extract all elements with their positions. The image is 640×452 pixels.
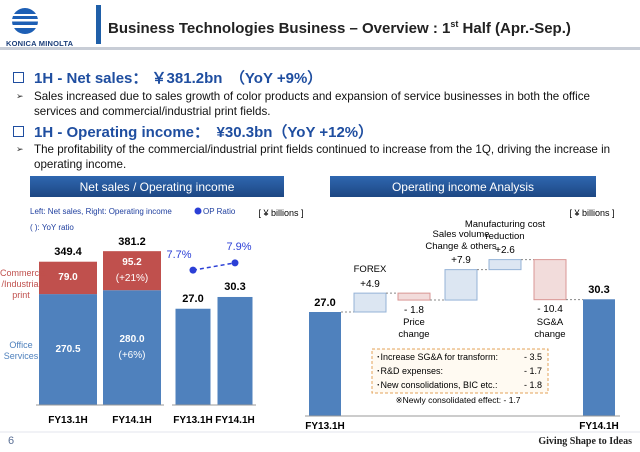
breakdown-label: ･New consolidations, BIC etc.: bbox=[376, 379, 498, 390]
series-label: Commercial /Industrial print bbox=[0, 268, 49, 301]
breakdown-value: - 3.5 bbox=[523, 351, 542, 362]
bullet-square bbox=[13, 72, 24, 83]
bar-segment bbox=[103, 251, 161, 291]
waterfall-step bbox=[488, 259, 522, 271]
logo-text: KONICA MINOLTA bbox=[6, 39, 74, 48]
bullet-square bbox=[13, 126, 24, 137]
step-label: Price change bbox=[398, 317, 430, 341]
title-text: Business Technologies Business – Overvie… bbox=[108, 20, 451, 37]
page-number: 6 bbox=[8, 435, 15, 447]
data-label: 95.2 bbox=[122, 257, 142, 269]
data-label: 30.3 bbox=[588, 283, 610, 296]
x-tick-label: FY13.1H bbox=[305, 420, 345, 432]
bullet-text: Sales increased due to sales growth of c… bbox=[34, 90, 590, 118]
legend-label: OP Ratio bbox=[203, 206, 236, 216]
ratio-label: 7.7% bbox=[166, 248, 192, 261]
ratio-line bbox=[192, 262, 236, 271]
unit-label: [ ¥ billions ] bbox=[258, 207, 304, 218]
x-tick-label: FY13.1H bbox=[48, 414, 88, 426]
step-label: SG&A change bbox=[534, 316, 566, 340]
x-tick-label: FY14.1H bbox=[579, 420, 619, 432]
yoy-label: (+21%) bbox=[115, 273, 149, 285]
bar bbox=[583, 299, 615, 416]
title-accent bbox=[96, 5, 101, 44]
legend-text: Left: Net sales, Right: Operating income bbox=[30, 206, 172, 216]
breakdown-value: - 1.7 bbox=[523, 365, 542, 376]
bullet-heading: 1H - Operating income： ¥30.3bn（YoY +12%） bbox=[34, 124, 374, 141]
bar-segment bbox=[39, 294, 97, 405]
data-label: 27.0 bbox=[182, 293, 204, 306]
step-label: Sales volume Change & others bbox=[425, 228, 497, 252]
panel-header bbox=[30, 176, 284, 197]
panel-header bbox=[330, 176, 596, 197]
waterfall-step bbox=[444, 269, 478, 301]
waterfall-step bbox=[353, 292, 387, 313]
legend-marker bbox=[194, 207, 202, 215]
yoy-label: (+6%) bbox=[118, 350, 146, 362]
note: ( ): YoY ratio bbox=[30, 222, 74, 232]
panel-title: Operating income Analysis bbox=[391, 179, 535, 194]
slide-title: Business Technologies Business – Overvie… bbox=[108, 19, 571, 37]
header-rule bbox=[0, 47, 640, 50]
breakdown-value: - 1.8 bbox=[523, 379, 542, 390]
logo-globe bbox=[12, 8, 38, 34]
bullet-arrow: ➢ bbox=[16, 91, 24, 101]
breakdown-label: ･Increase SG&A for transform: bbox=[376, 351, 499, 362]
title-sup: st bbox=[450, 19, 459, 29]
bar bbox=[175, 308, 211, 405]
bar bbox=[309, 312, 341, 416]
data-label: 30.3 bbox=[224, 281, 246, 294]
data-label: 27.0 bbox=[314, 296, 336, 309]
ratio-dot bbox=[231, 259, 239, 267]
slogan: Giving Shape to Ideas bbox=[538, 436, 632, 447]
x-tick-label: FY14.1H bbox=[112, 414, 152, 426]
step-label: FOREX bbox=[353, 264, 387, 276]
series-label: Office Services bbox=[3, 340, 39, 362]
data-label: +4.9 bbox=[360, 278, 380, 290]
x-tick-label: FY13.1H bbox=[173, 414, 213, 426]
bullet-heading: 1H - Net sales： ￥381.2bn （YoY +9%） bbox=[34, 70, 323, 87]
breakdown-box bbox=[371, 348, 549, 394]
title-text: Half (Apr.-Sep.) bbox=[458, 20, 571, 37]
data-label: +2.6 bbox=[495, 245, 515, 257]
ratio-label: 7.9% bbox=[226, 241, 252, 254]
step-label: Manufacturing cost reduction bbox=[464, 218, 546, 242]
breakdown-label: ･R&D expenses: bbox=[376, 365, 444, 376]
bullet-arrow: ➢ bbox=[16, 144, 24, 154]
data-label: - 10.4 bbox=[537, 304, 563, 316]
data-label: +7.9 bbox=[451, 255, 471, 267]
data-label: 280.0 bbox=[119, 334, 145, 346]
total-label: 349.4 bbox=[54, 246, 82, 259]
bar-segment bbox=[103, 290, 161, 405]
total-label: 381.2 bbox=[118, 235, 146, 248]
bar-segment bbox=[39, 261, 97, 295]
data-label: 270.5 bbox=[55, 344, 81, 356]
waterfall-step bbox=[533, 259, 567, 301]
x-tick-label: FY14.1H bbox=[215, 414, 255, 426]
unit-label: [ ¥ billions ] bbox=[569, 207, 615, 218]
waterfall-step bbox=[397, 292, 431, 301]
data-label: 79.0 bbox=[58, 272, 78, 284]
bullet-text: The profitability of the commercial/indu… bbox=[34, 143, 611, 171]
ratio-dot bbox=[189, 266, 197, 274]
panel-title: Net sales / Operating income bbox=[79, 179, 235, 194]
breakdown-note: ※Newly consolidated effect: - 1.7 bbox=[395, 394, 521, 405]
data-label: - 1.8 bbox=[403, 304, 424, 316]
bar bbox=[217, 296, 253, 405]
